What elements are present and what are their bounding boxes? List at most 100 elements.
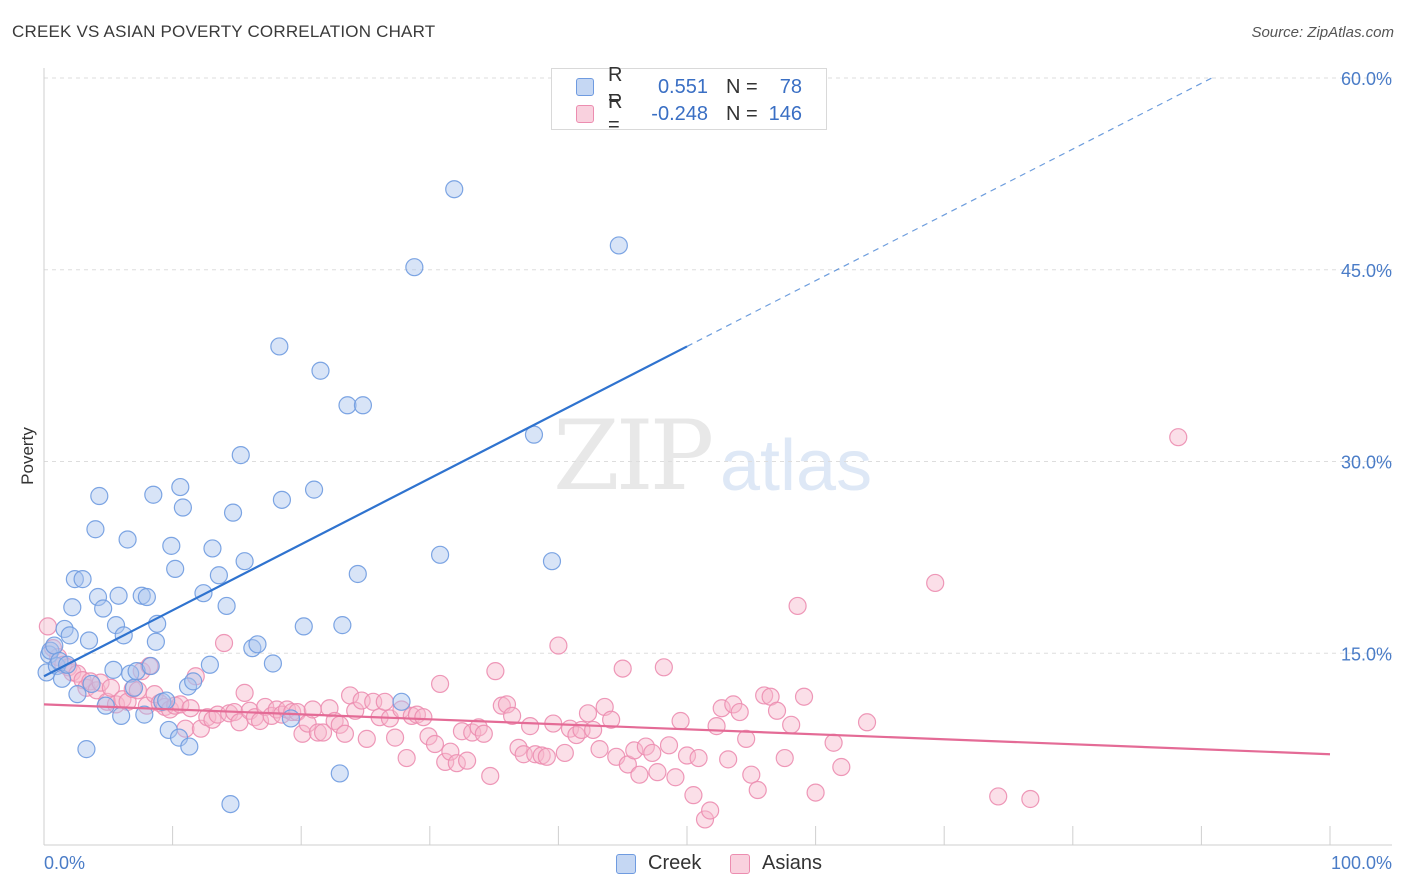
creek-point [203, 539, 222, 558]
creek-point [348, 564, 367, 584]
asians-point [352, 691, 371, 710]
creek-point [157, 691, 176, 710]
y-tick-label: 45.0% [1341, 261, 1392, 281]
creek-point [609, 236, 628, 255]
creek-point [68, 685, 87, 704]
asians-trend-line [43, 703, 1331, 756]
watermark-atlas: atlas [720, 426, 873, 506]
asians-point [684, 786, 703, 805]
asians-point [441, 742, 460, 761]
y-tick-labels: 15.0% 30.0% 45.0% 60.0% [1341, 69, 1392, 664]
axes [43, 68, 1392, 846]
chart-title: CREEK VS ASIAN POVERTY CORRELATION CHART [12, 22, 436, 41]
asians-point [101, 678, 120, 697]
asians-point [38, 617, 57, 636]
x-ticks [43, 826, 1331, 845]
asians-point [425, 734, 445, 754]
creek-point [94, 599, 113, 618]
creek-point [127, 662, 146, 681]
asians-point [613, 659, 632, 678]
creek-point [112, 706, 131, 725]
creek-point [79, 631, 99, 650]
r-value: -0.248 [651, 102, 708, 125]
y-tick-label: 60.0% [1341, 69, 1392, 89]
creek-point [311, 361, 330, 380]
n-value: 146 [768, 102, 802, 125]
r-label: R = [608, 91, 623, 136]
series-legend: Creek Asians [0, 850, 1406, 878]
asians-point [357, 729, 376, 748]
creek-point [200, 655, 219, 674]
legend-item-creek[interactable]: Creek [616, 852, 701, 875]
creek-point [82, 674, 101, 694]
creek-point [209, 566, 228, 585]
asians-point [567, 725, 586, 745]
creek-point [184, 672, 203, 691]
n-label: N = [726, 102, 758, 125]
creek-point [159, 720, 178, 740]
asians-point [584, 720, 603, 740]
creek-point [445, 180, 464, 199]
asians-point [526, 745, 545, 764]
asians-point [308, 723, 328, 742]
asians-point [857, 713, 877, 732]
creek-point [223, 503, 243, 522]
asians-point [578, 704, 598, 723]
creek-point [144, 485, 163, 504]
asians-point [430, 674, 450, 694]
asians-point [555, 743, 574, 763]
asians-point [375, 692, 394, 711]
creek-point [294, 617, 313, 636]
creek-point [146, 632, 165, 651]
asians-point [695, 810, 715, 829]
asians-point [1021, 789, 1040, 809]
creek-point [304, 480, 324, 499]
creek-point [118, 530, 137, 549]
asians-point [712, 699, 731, 718]
asians-point [335, 724, 355, 743]
asians-point [625, 741, 644, 760]
creek-legend-label: Creek [648, 852, 702, 874]
y-tick-label: 15.0% [1341, 644, 1392, 664]
asians-point [832, 757, 851, 777]
stats-legend: R = 0.551 N = 78 R = -0.248 N = 146 [551, 64, 827, 136]
asians-point [1169, 428, 1188, 447]
creek-point [141, 656, 160, 676]
creek-point [221, 794, 240, 814]
creek-point [235, 552, 254, 571]
r-value: 0.551 [657, 75, 708, 98]
creek-point [392, 692, 411, 711]
asians-point [385, 728, 405, 747]
asians-point [701, 801, 720, 820]
asians-point [497, 695, 517, 714]
asians-point [474, 724, 493, 743]
creek-point [86, 520, 105, 539]
n-label: N = [726, 75, 758, 98]
creek-point [272, 490, 292, 509]
asians-point [806, 783, 825, 802]
creek-point [263, 654, 283, 673]
creek-point [353, 396, 373, 415]
asians-point [283, 702, 302, 722]
creek-point [135, 705, 154, 724]
creek-point [166, 559, 185, 578]
creek-point [45, 636, 64, 655]
asians-point [689, 748, 708, 768]
asians-point [181, 699, 200, 718]
creek-point [338, 396, 357, 415]
source-label: Source: ZipAtlas.com [1251, 24, 1394, 41]
creek-point [60, 626, 79, 645]
asians-point [643, 743, 662, 763]
creek-point [248, 635, 267, 654]
legend-item-asians[interactable]: Asians [730, 852, 822, 875]
creek-point [430, 545, 450, 564]
x-tick-label-min: 0.0% [44, 853, 85, 873]
asians-point [602, 710, 621, 729]
y-tick-label: 30.0% [1341, 453, 1392, 473]
watermark-zip: ZIP [553, 400, 714, 512]
creek-point [270, 337, 289, 356]
creek-point [73, 570, 92, 589]
legend-row-asians: R = -0.248 N = 146 [576, 91, 802, 136]
creek-point [104, 660, 123, 679]
asians-point [549, 636, 568, 655]
